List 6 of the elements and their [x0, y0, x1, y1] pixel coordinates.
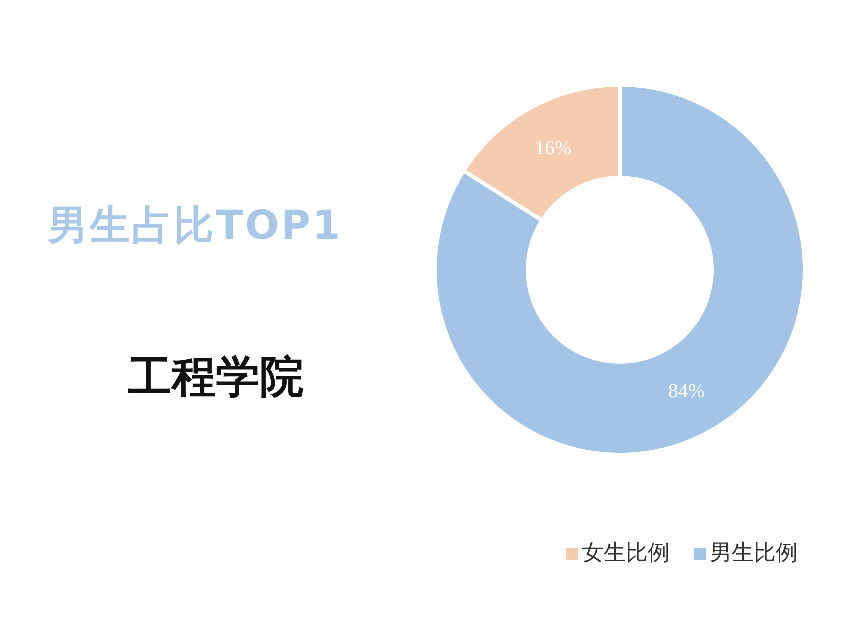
legend-label: 男生比例 — [710, 541, 798, 566]
text: 工程学院 — [128, 351, 304, 405]
data-label: 84% — [668, 380, 706, 402]
data-label: 16% — [534, 138, 572, 160]
text: 男生占比TOP1 — [48, 202, 342, 251]
legend-label: 女生比例 — [582, 541, 670, 566]
